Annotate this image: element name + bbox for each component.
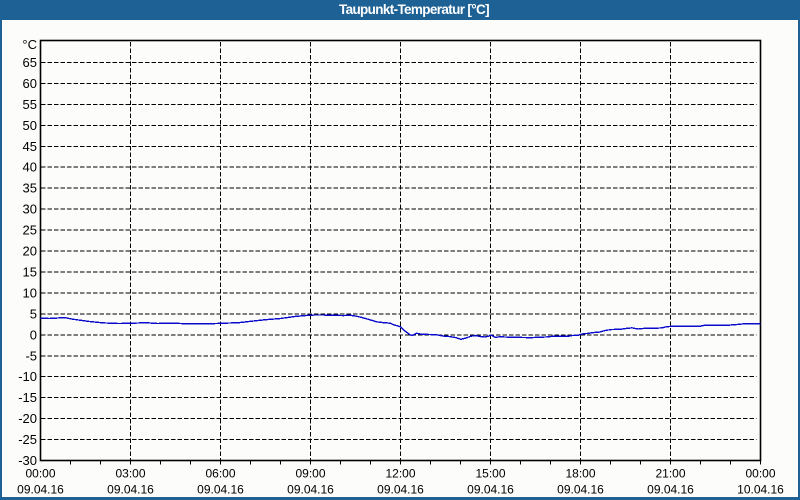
svg-text:15: 15 — [23, 265, 37, 280]
svg-text:09.04.16: 09.04.16 — [467, 483, 514, 497]
svg-text:09.04.16: 09.04.16 — [557, 483, 604, 497]
svg-text:09.04.16: 09.04.16 — [17, 483, 64, 497]
svg-text:-25: -25 — [18, 432, 37, 447]
svg-text:°C: °C — [22, 37, 37, 52]
svg-text:-15: -15 — [18, 390, 37, 405]
svg-text:10: 10 — [23, 285, 37, 300]
svg-text:00:00: 00:00 — [745, 467, 775, 481]
svg-text:12:00: 12:00 — [385, 467, 415, 481]
svg-text:60: 60 — [23, 76, 37, 91]
svg-text:-5: -5 — [25, 348, 37, 363]
svg-text:45: 45 — [23, 139, 37, 154]
svg-text:20: 20 — [23, 244, 37, 259]
svg-text:09.04.16: 09.04.16 — [377, 483, 424, 497]
svg-text:50: 50 — [23, 118, 37, 133]
svg-text:18:00: 18:00 — [565, 467, 595, 481]
svg-text:06:00: 06:00 — [205, 467, 235, 481]
svg-text:15:00: 15:00 — [475, 467, 505, 481]
svg-text:40: 40 — [23, 160, 37, 175]
svg-text:65: 65 — [23, 55, 37, 70]
svg-text:35: 35 — [23, 181, 37, 196]
svg-text:-20: -20 — [18, 411, 37, 426]
svg-text:00:00: 00:00 — [25, 467, 55, 481]
svg-text:-30: -30 — [18, 453, 37, 468]
svg-text:09.04.16: 09.04.16 — [197, 483, 244, 497]
svg-text:03:00: 03:00 — [115, 467, 145, 481]
svg-text:09:00: 09:00 — [295, 467, 325, 481]
svg-text:0: 0 — [30, 327, 37, 342]
svg-text:10.04.16: 10.04.16 — [737, 483, 784, 497]
svg-text:09.04.16: 09.04.16 — [107, 483, 154, 497]
svg-text:21:00: 21:00 — [655, 467, 685, 481]
svg-text:09.04.16: 09.04.16 — [647, 483, 694, 497]
svg-text:25: 25 — [23, 223, 37, 238]
svg-text:55: 55 — [23, 97, 37, 112]
svg-text:30: 30 — [23, 202, 37, 217]
svg-text:-10: -10 — [18, 369, 37, 384]
svg-text:09.04.16: 09.04.16 — [287, 483, 334, 497]
svg-text:5: 5 — [30, 306, 37, 321]
